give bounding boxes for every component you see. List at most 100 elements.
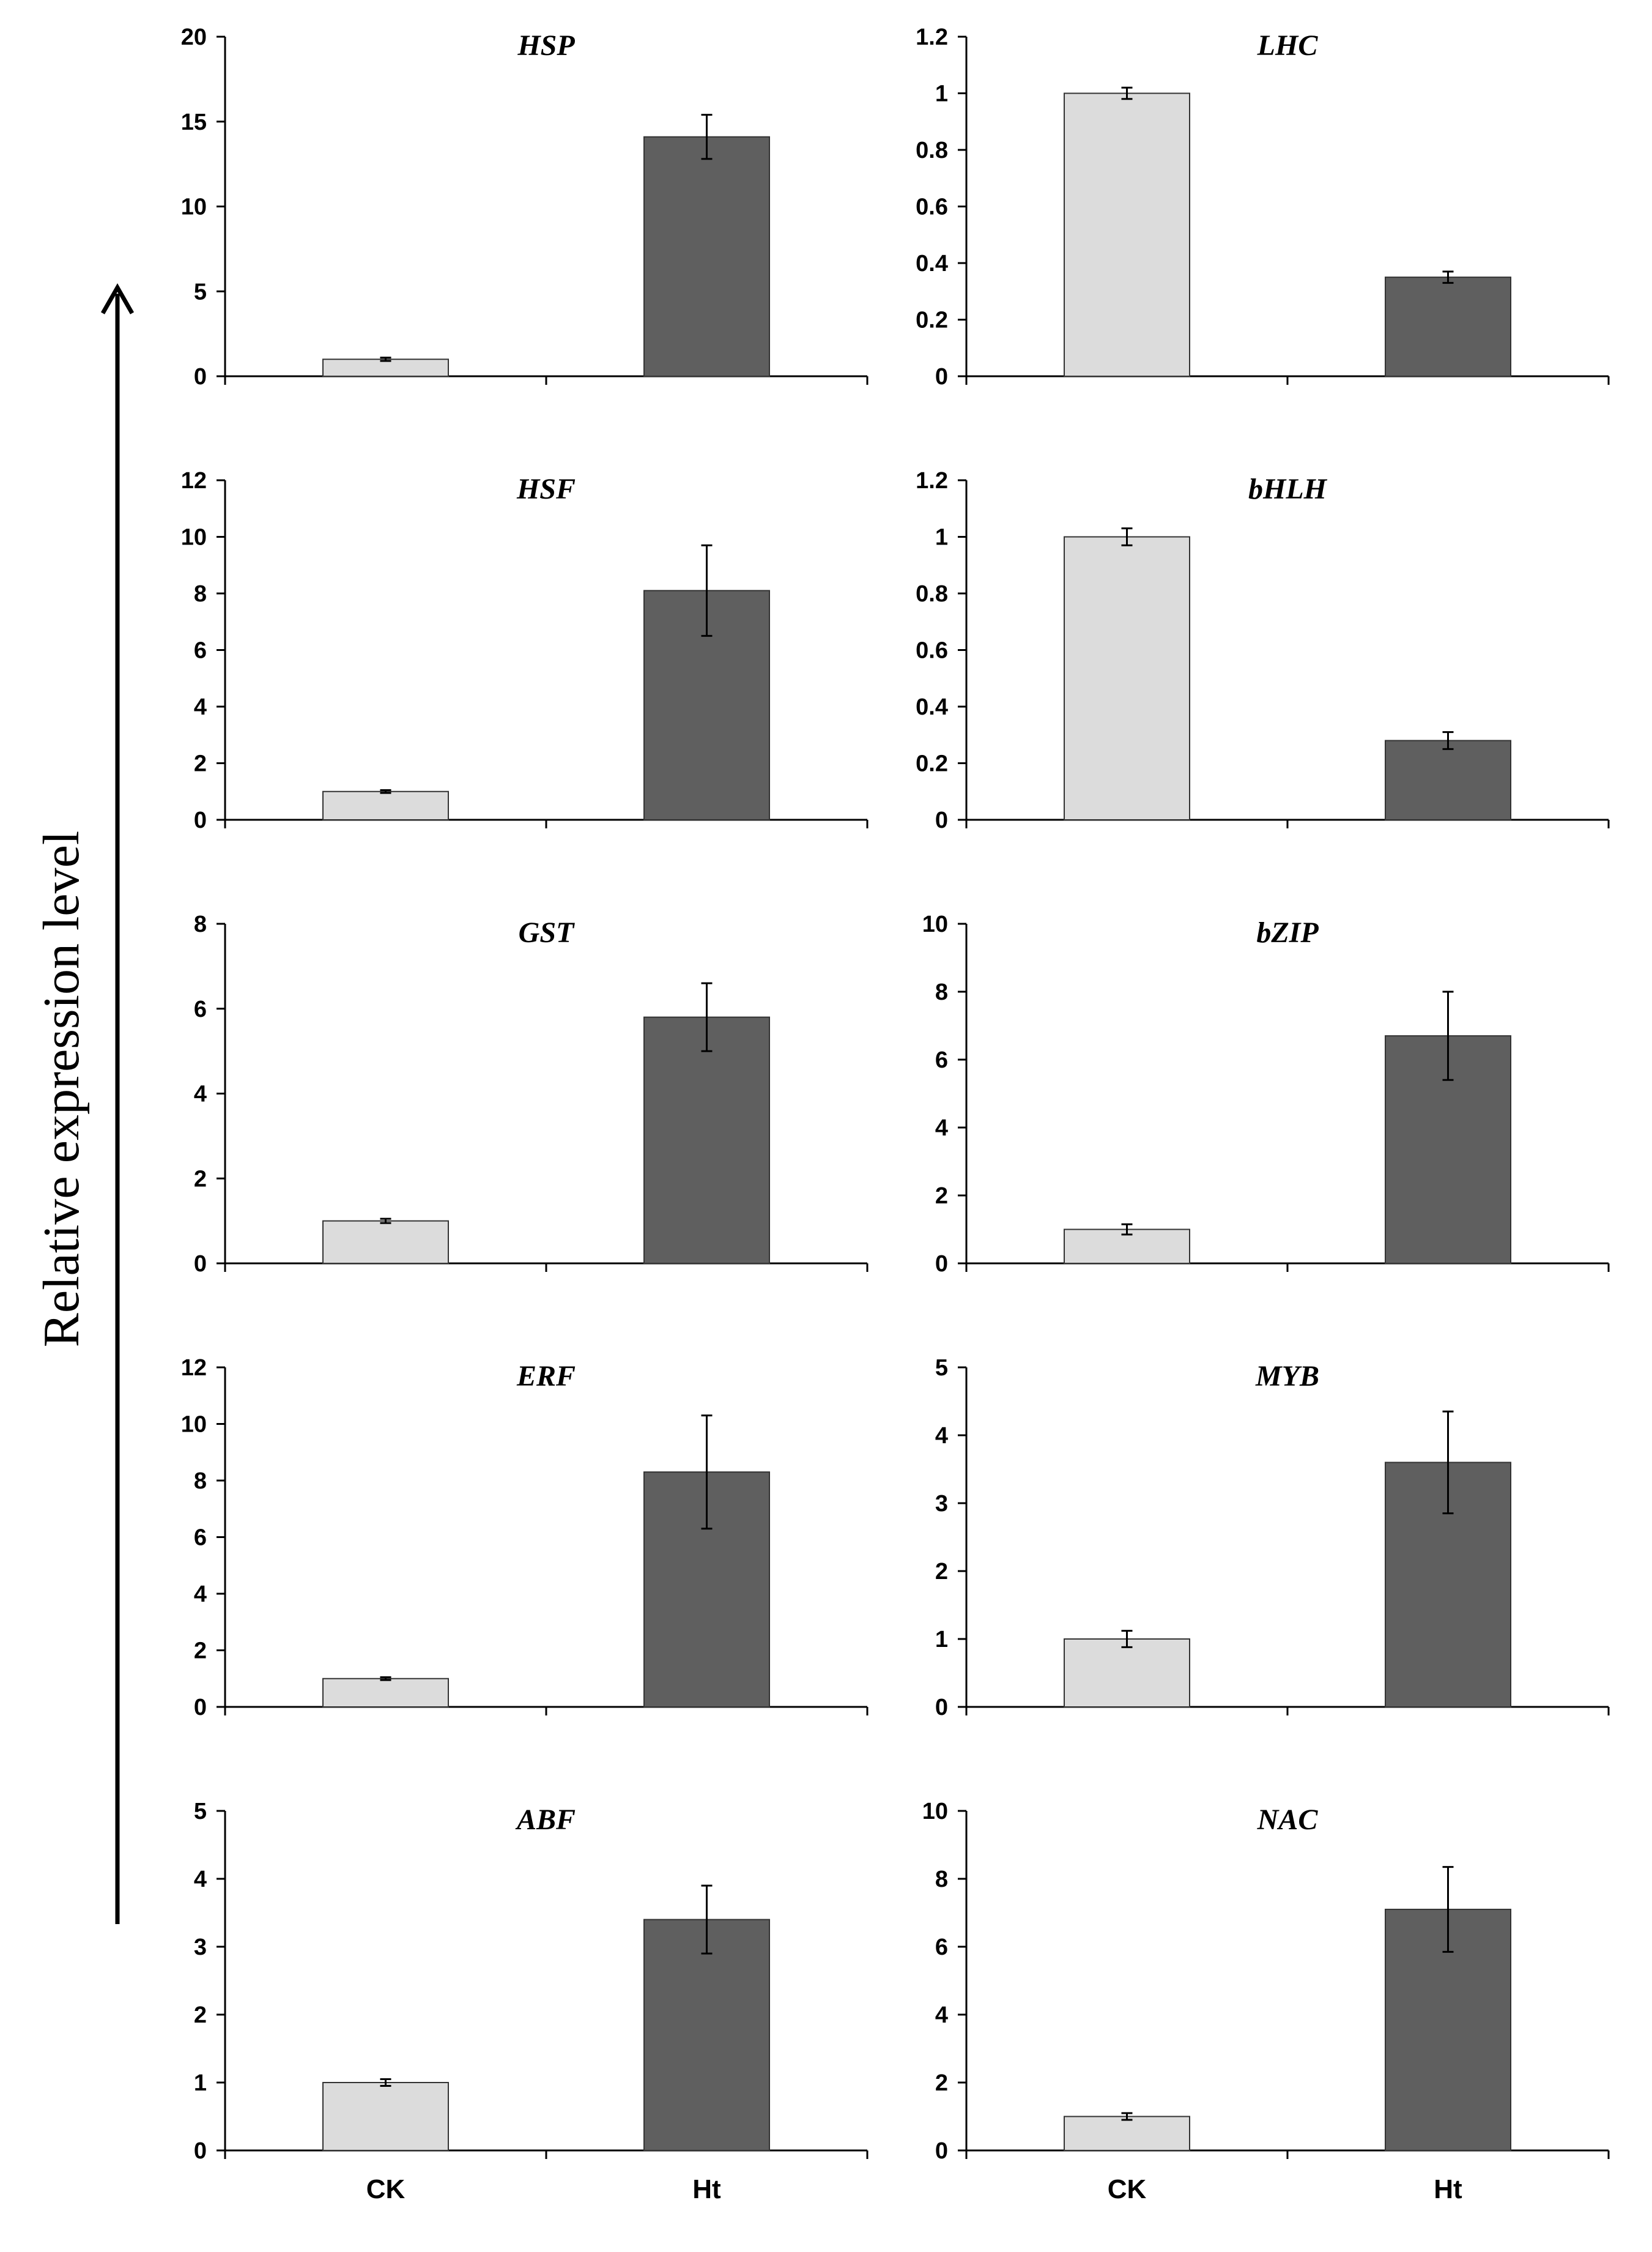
y-tick-label: 10 xyxy=(922,912,948,937)
y-tick-label: 3 xyxy=(194,1934,207,1960)
y-tick-label: 8 xyxy=(935,1867,948,1892)
error-bar-ck xyxy=(1121,86,1133,100)
y-axis-arrow xyxy=(100,283,135,1924)
y-tick-label: 0.8 xyxy=(916,581,948,607)
bar-ck xyxy=(322,2082,449,2151)
y-tick-label: 0.4 xyxy=(916,694,948,720)
chart-title: MYB xyxy=(1255,1360,1319,1392)
y-tick-label: 1 xyxy=(935,525,948,551)
y-tick-label: 15 xyxy=(181,110,207,135)
error-bar-ht xyxy=(701,544,713,637)
y-tick-label: 5 xyxy=(194,279,207,305)
y-tick-label: 2 xyxy=(935,1183,948,1209)
y-tick-label: 4 xyxy=(194,1867,207,1892)
y-tick-label: 0 xyxy=(935,1695,948,1720)
bar-ht xyxy=(1385,740,1511,820)
y-tick-label: 2 xyxy=(194,751,207,777)
error-bar-ht xyxy=(701,982,713,1052)
y-tick-label: 0.6 xyxy=(916,195,948,220)
y-tick-label: 5 xyxy=(194,1799,207,1824)
y-tick-label: 2 xyxy=(194,1638,207,1664)
error-bar-ht xyxy=(1442,1410,1454,1515)
y-tick-label: 8 xyxy=(194,581,207,607)
chart-title: HSP xyxy=(517,29,575,62)
y-tick-label: 4 xyxy=(935,2002,948,2028)
y-tick-label: 0.6 xyxy=(916,638,948,664)
bar-ck xyxy=(322,359,449,377)
y-tick-label: 20 xyxy=(181,24,207,50)
y-tick-label: 0.4 xyxy=(916,251,948,277)
error-bar-ck xyxy=(1121,1630,1133,1648)
error-bar-ck xyxy=(380,1676,391,1681)
chart-gst: 0 2 4 6 8 GST xyxy=(194,912,869,1277)
y-tick-label: 0 xyxy=(935,1251,948,1277)
y-tick-label: 0.2 xyxy=(916,751,948,777)
y-tick-label: 3 xyxy=(935,1491,948,1517)
x-category-label-ck: CK xyxy=(1108,2174,1147,2204)
y-tick-label: 5 xyxy=(935,1355,948,1381)
y-tick-label: 2 xyxy=(935,2070,948,2096)
y-tick-label: 0 xyxy=(935,2138,948,2164)
y-tick-label: 8 xyxy=(194,1468,207,1494)
chart-title: bHLH xyxy=(1248,473,1328,505)
y-tick-label: 6 xyxy=(935,1047,948,1073)
bar-ck xyxy=(322,1220,449,1264)
y-tick-label: 0 xyxy=(194,2138,207,2164)
y-tick-label: 0 xyxy=(935,364,948,390)
y-tick-label: 1 xyxy=(935,1627,948,1652)
chart-title: LHC xyxy=(1257,29,1319,62)
y-tick-label: 1.2 xyxy=(916,468,948,494)
y-tick-label: 12 xyxy=(181,1355,207,1381)
y-tick-label: 6 xyxy=(194,1525,207,1551)
chart-nac: 0 2 4 6 8 10 CK Ht NAC xyxy=(922,1799,1610,2204)
chart-title: HSF xyxy=(516,473,576,505)
chart-bzip: 0 2 4 6 8 10 bZIP xyxy=(922,912,1610,1277)
y-tick-label: 0 xyxy=(935,808,948,833)
error-bar-ht xyxy=(1442,990,1454,1081)
y-tick-label: 1 xyxy=(194,2070,207,2096)
y-tick-label: 0 xyxy=(194,364,207,390)
y-tick-label: 6 xyxy=(194,997,207,1022)
error-bar-ck xyxy=(380,789,391,794)
bar-ck xyxy=(1064,2116,1190,2151)
bar-ck xyxy=(1064,1638,1190,1708)
y-axis-title: Relative expression level xyxy=(33,831,90,1347)
error-bar-ht xyxy=(1442,1866,1454,1953)
y-tick-label: 8 xyxy=(935,979,948,1005)
y-tick-label: 6 xyxy=(935,1934,948,1960)
y-tick-label: 6 xyxy=(194,638,207,664)
chart-hsf: 0 2 4 6 8 10 12 HSF xyxy=(181,468,869,833)
chart-myb: 0 1 2 3 4 5 MYB xyxy=(935,1355,1610,1720)
error-bar-ck xyxy=(1121,2112,1133,2121)
y-tick-label: 4 xyxy=(194,1082,207,1107)
y-tick-label: 12 xyxy=(181,468,207,494)
y-tick-label: 10 xyxy=(181,1412,207,1438)
y-tick-label: 4 xyxy=(194,694,207,720)
bar-ck xyxy=(1064,92,1190,377)
chart-abf: 0 1 2 3 4 5 CK Ht ABF xyxy=(194,1799,869,2204)
error-bar-ck xyxy=(1121,1223,1133,1236)
y-tick-label: 1.2 xyxy=(916,24,948,50)
x-category-label-ck: CK xyxy=(366,2174,406,2204)
y-tick-label: 2 xyxy=(194,2002,207,2028)
x-category-label-ht: Ht xyxy=(1434,2174,1462,2204)
chart-hsp: 0 5 10 15 20 HSP xyxy=(181,24,869,390)
chart-title: NAC xyxy=(1257,1804,1319,1836)
y-tick-label: 4 xyxy=(194,1581,207,1607)
chart-erf: 0 2 4 6 8 10 12 ERF xyxy=(181,1355,869,1720)
bar-ck xyxy=(322,1678,449,1708)
y-tick-label: 10 xyxy=(181,195,207,220)
y-tick-label: 2 xyxy=(194,1166,207,1192)
chart-title: ABF xyxy=(515,1804,576,1836)
error-bar-ck xyxy=(380,356,391,362)
y-tick-label: 0.8 xyxy=(916,138,948,163)
bar-ck xyxy=(1064,536,1190,820)
chart-title: GST xyxy=(519,916,575,949)
y-tick-label: 10 xyxy=(181,525,207,551)
error-bar-ht xyxy=(701,1884,713,1955)
y-tick-label: 10 xyxy=(922,1799,948,1824)
error-bar-ht xyxy=(1442,731,1454,750)
error-bar-ck xyxy=(380,1217,391,1224)
